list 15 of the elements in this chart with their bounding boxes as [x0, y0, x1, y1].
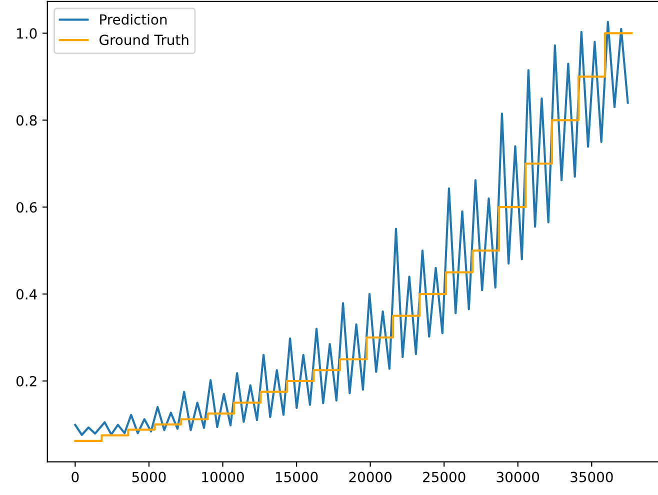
x-tick-label: 25000 — [423, 472, 466, 482]
y-tick-label: 0.6 — [16, 202, 37, 213]
y-tick-label: 0.4 — [16, 289, 37, 300]
x-tick-label: 35000 — [570, 472, 613, 482]
y-tick-label: 0.8 — [16, 115, 37, 126]
legend-label: Prediction — [100, 14, 167, 25]
y-tick-label: 0.2 — [16, 376, 36, 386]
x-tick-label: 5000 — [132, 472, 166, 482]
x-tick-label: 15000 — [276, 472, 318, 482]
x-tick-label: 10000 — [202, 472, 244, 482]
x-tick-label: 0 — [72, 472, 79, 482]
y-tick-label: 1.0 — [17, 28, 37, 39]
legend-label: Ground Truth — [100, 34, 188, 46]
x-tick-label: 20000 — [349, 472, 392, 482]
x-tick-label: 30000 — [496, 472, 540, 482]
